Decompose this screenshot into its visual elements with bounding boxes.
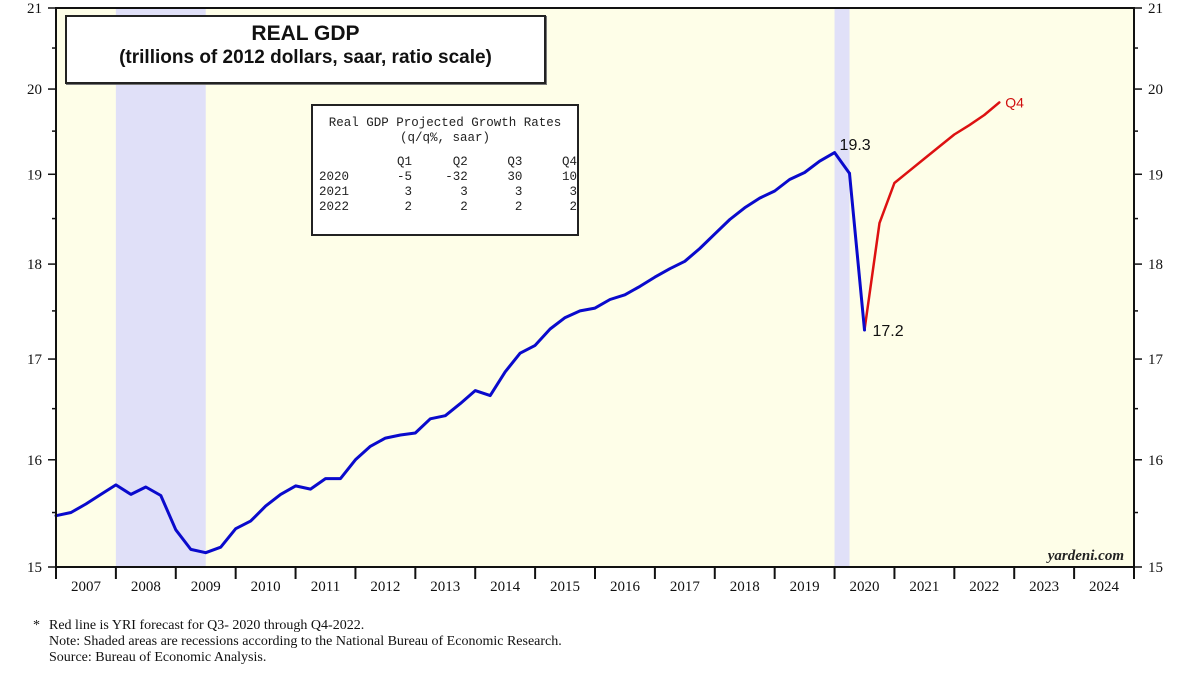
y-tick-label-right: 19: [1148, 167, 1163, 183]
x-tick-label: 2009: [191, 579, 221, 595]
growth-table-title: Real GDP Projected Growth Rates: [328, 116, 562, 130]
x-tick-label: 2016: [610, 579, 641, 595]
x-tick-label: 2010: [251, 579, 281, 595]
forecast-line: [863, 101, 1001, 332]
chart-title-box: REAL GDP (trillions of 2012 dollars, saa…: [65, 15, 546, 84]
growth-rates-table-box: Real GDP Projected Growth Rates (q/q%, s…: [311, 104, 579, 236]
table-row: 2021 3 3 3 3: [319, 184, 577, 199]
trough-value-label: 17.2: [873, 323, 904, 340]
y-tick-label-left: 17: [27, 352, 43, 368]
y-tick-label-right: 20: [1148, 82, 1163, 98]
y-tick-label-right: 15: [1148, 560, 1163, 576]
y-tick-label-left: 19: [27, 167, 42, 183]
x-tick-label: 2022: [969, 579, 999, 595]
x-tick-label: 2012: [370, 579, 400, 595]
table-cell: 10: [561, 169, 577, 184]
table-header-row: Q1 Q2 Q3 Q4: [319, 154, 577, 169]
y-tick-label-right: 21: [1148, 1, 1163, 17]
table-cell: -32: [445, 169, 468, 184]
footnote-recession-note: Note: Shaded areas are recessions accord…: [49, 634, 562, 649]
footnote-source: Source: Bureau of Economic Analysis.: [49, 650, 267, 665]
x-tick-label: 2008: [131, 579, 161, 595]
footnotes: * Red line is YRI forecast for Q3- 2020 …: [33, 618, 562, 666]
table-header-cell: [319, 154, 357, 169]
footnote-forecast: Red line is YRI forecast for Q3- 2020 th…: [49, 618, 365, 633]
table-header-cell: Q1: [397, 154, 413, 169]
x-tick-label: 2014: [490, 579, 521, 595]
y-tick-label-left: 16: [27, 453, 43, 469]
table-cell: 2021: [319, 184, 350, 199]
table-row: 2022 2 2 2 2: [319, 199, 577, 214]
table-cell: 2022: [319, 199, 350, 214]
plot-frame: [55, 7, 1135, 568]
table-row: 2020 -5 -32 30 10: [319, 169, 577, 184]
table-cell: 3: [460, 184, 468, 199]
growth-rates-table: Q1 Q2 Q3 Q4 2020 -5 -32 30 10 2021 3 3 3…: [319, 154, 577, 214]
recession-band: [834, 8, 850, 567]
table-cell: 30: [507, 169, 523, 184]
footnote-star: *: [33, 618, 40, 633]
x-tick-label: 2011: [311, 579, 340, 595]
x-tick-label: 2023: [1029, 579, 1059, 595]
table-cell: 2: [460, 199, 468, 214]
growth-table-subtitle: (q/q%, saar): [399, 131, 490, 145]
x-tick-label: 2020: [850, 579, 880, 595]
y-tick-label-left: 15: [27, 560, 42, 576]
table-cell: 2: [569, 199, 577, 214]
x-tick-label: 2015: [550, 579, 580, 595]
y-tick-label-left: 20: [27, 82, 42, 98]
forecast-end-label: Q4: [1005, 94, 1024, 110]
x-tick-label: 2018: [730, 579, 760, 595]
x-tick-label: 2021: [909, 579, 939, 595]
table-cell: -5: [397, 169, 413, 184]
plot-background: [56, 8, 1134, 567]
table-header-cell: Q3: [507, 154, 523, 169]
table-cell: 2: [514, 199, 523, 214]
brand-watermark: yardeni.com: [1046, 548, 1124, 564]
table-header-cell: Q2: [452, 154, 468, 169]
x-tick-label: 2013: [430, 579, 460, 595]
y-tick-label-right: 18: [1148, 257, 1163, 273]
x-tick-label: 2007: [71, 579, 102, 595]
y-tick-label-left: 21: [27, 1, 42, 17]
chart-subtitle: (trillions of 2012 dollars, saar, ratio …: [119, 47, 492, 68]
actual-gdp-line: [54, 151, 851, 555]
y-tick-label-left: 18: [27, 257, 42, 273]
table-cell: 2020: [319, 169, 350, 184]
y-tick-label-right: 17: [1148, 352, 1164, 368]
actual-gdp-line: [848, 171, 866, 332]
table-header-cell: Q4: [561, 154, 577, 169]
table-cell: 3: [514, 184, 523, 199]
table-cell: 3: [404, 184, 413, 199]
chart-title: REAL GDP: [251, 22, 360, 45]
peak-value-label: 19.3: [840, 137, 871, 154]
table-cell: 2: [404, 199, 413, 214]
x-tick-label: 2024: [1089, 579, 1120, 595]
table-cell: 3: [569, 184, 577, 199]
series-lines: [54, 101, 1001, 555]
x-tick-label: 2017: [670, 579, 701, 595]
recession-band: [115, 8, 206, 567]
y-tick-label-right: 16: [1148, 453, 1164, 469]
recession-bands: [115, 8, 850, 567]
annotations: 19.3 17.2 Q4: [840, 94, 1025, 340]
x-tick-label: 2019: [790, 579, 820, 595]
